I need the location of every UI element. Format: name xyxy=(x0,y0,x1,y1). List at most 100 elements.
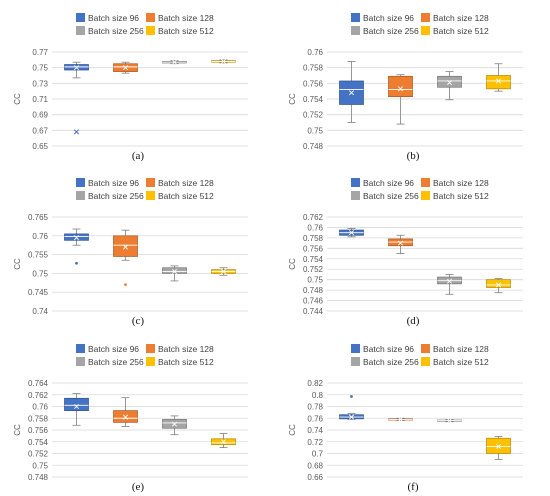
y-tick-label: 0.755 xyxy=(28,251,49,260)
chart-panel: 0.74 0.745 0.75 0.755 0.76 0.765 CC Batch size … xyxy=(0,165,275,330)
legend-swatch xyxy=(146,26,155,35)
legend-swatch xyxy=(351,13,360,22)
y-tick-label: 0.744 xyxy=(303,307,324,316)
y-tick-label: 0.78 xyxy=(307,403,323,412)
box-batch-size-256 xyxy=(162,59,187,65)
y-tick-label: 0.756 xyxy=(28,426,49,435)
mean-marker xyxy=(171,421,178,427)
y-tick-label: 0.67 xyxy=(32,126,48,135)
legend-swatch xyxy=(351,357,360,366)
box-batch-size-128 xyxy=(113,229,138,287)
y-tick-label: 0.66 xyxy=(307,473,323,482)
box-batch-size-512 xyxy=(211,433,236,449)
mean-marker xyxy=(348,90,355,96)
y-tick-label: 0.76 xyxy=(32,232,48,241)
legend-label: Batch size 96 xyxy=(363,344,414,354)
y-tick-label: 0.758 xyxy=(303,64,324,73)
y-tick-label: 0.82 xyxy=(307,379,323,388)
y-tick-label: 0.756 xyxy=(303,79,324,88)
mean-marker xyxy=(397,86,404,92)
panel-caption: (d) xyxy=(406,315,420,327)
mean-marker xyxy=(122,244,129,250)
box-batch-size-256 xyxy=(437,418,462,424)
y-tick-label: 0.77 xyxy=(32,48,48,57)
chart-panel: 0.744 0.746 0.748 0.75 0.752 0.754 0.756 0.758 0… xyxy=(275,165,550,330)
box-batch-size-512 xyxy=(211,58,236,64)
box-iqr xyxy=(437,75,462,88)
legend-swatch xyxy=(351,26,360,35)
legend-label: Batch size 512 xyxy=(158,357,214,367)
box-batch-size-128 xyxy=(388,234,413,254)
legend-label: Batch size 96 xyxy=(88,178,139,188)
y-tick-label: 0.74 xyxy=(307,426,323,435)
panel-caption: (f) xyxy=(407,481,419,493)
box-plot: 0.65 0.67 0.69 0.71 0.73 0.75 0.77 CC Batch size… xyxy=(13,13,248,151)
y-tick-label: 0.75 xyxy=(307,276,323,285)
legend-swatch xyxy=(421,178,430,187)
y-tick-label: 0.76 xyxy=(307,414,323,423)
box-batch-size-256 xyxy=(162,415,187,436)
legend-label: Batch size 256 xyxy=(88,357,144,367)
box-batch-size-96 xyxy=(64,228,89,265)
legend-label: Batch size 256 xyxy=(363,26,419,36)
box-batch-size-96 xyxy=(339,395,364,420)
legend-swatch xyxy=(76,344,85,353)
box-batch-size-96 xyxy=(339,228,364,238)
y-tick-label: 0.748 xyxy=(303,142,324,151)
legend-label: Batch size 256 xyxy=(363,191,419,201)
mean-marker xyxy=(220,439,227,445)
legend-label: Batch size 96 xyxy=(363,178,414,188)
box-iqr xyxy=(162,267,187,274)
legend-swatch xyxy=(146,178,155,187)
y-tick-label: 0.76 xyxy=(307,223,323,232)
y-axis-label: CC xyxy=(13,93,22,105)
box-batch-size-96 xyxy=(339,61,364,123)
box-batch-size-96 xyxy=(64,61,89,135)
legend-swatch xyxy=(351,191,360,200)
y-tick-label: 0.73 xyxy=(32,79,48,88)
legend-label: Batch size 512 xyxy=(158,191,214,201)
box-plot: 0.66 0.68 0.7 0.72 0.74 0.76 0.78 0.8 0.82 CC Batc… xyxy=(288,344,523,482)
mean-marker xyxy=(446,80,453,86)
legend-label: Batch size 128 xyxy=(158,344,214,354)
mean-marker xyxy=(73,235,80,241)
box-batch-size-256 xyxy=(162,265,187,282)
y-tick-label: 0.762 xyxy=(303,213,324,222)
legend-swatch xyxy=(76,191,85,200)
panel-caption: (b) xyxy=(406,150,420,162)
legend-label: Batch size 128 xyxy=(433,178,489,188)
mean-marker xyxy=(348,414,355,420)
y-axis-label: CC xyxy=(13,258,22,270)
mean-marker xyxy=(171,59,178,65)
legend-swatch xyxy=(146,344,155,353)
y-tick-label: 0.752 xyxy=(303,111,324,120)
legend-swatch xyxy=(351,344,360,353)
y-tick-label: 0.762 xyxy=(28,391,49,400)
box-iqr xyxy=(388,75,413,97)
y-axis-label: CC xyxy=(13,424,22,436)
legend-swatch xyxy=(146,13,155,22)
mean-marker xyxy=(73,65,80,71)
y-tick-label: 0.75 xyxy=(32,461,48,470)
y-tick-label: 0.754 xyxy=(303,255,324,264)
y-tick-label: 0.748 xyxy=(28,473,49,482)
mean-marker xyxy=(397,416,404,422)
y-tick-label: 0.8 xyxy=(312,391,324,400)
legend-swatch xyxy=(421,191,430,200)
box-plot: 0.74 0.745 0.75 0.755 0.76 0.765 CC Batch size … xyxy=(13,178,248,316)
panel-caption: (e) xyxy=(131,481,145,493)
y-tick-label: 0.76 xyxy=(307,48,323,57)
chart-panel: 0.65 0.67 0.69 0.71 0.73 0.75 0.77 CC Batch size… xyxy=(0,0,275,165)
y-tick-label: 0.72 xyxy=(307,438,323,447)
mean-marker xyxy=(122,414,129,420)
mean-marker xyxy=(73,403,80,410)
legend-label: Batch size 96 xyxy=(363,13,414,23)
y-axis-label: CC xyxy=(288,93,297,105)
legend-swatch xyxy=(421,26,430,35)
legend-label: Batch size 128 xyxy=(158,178,214,188)
box-batch-size-128 xyxy=(388,416,413,422)
y-tick-label: 0.765 xyxy=(28,213,49,222)
legend-swatch xyxy=(76,26,85,35)
box-batch-size-128 xyxy=(113,61,138,74)
mean-marker xyxy=(122,65,129,71)
